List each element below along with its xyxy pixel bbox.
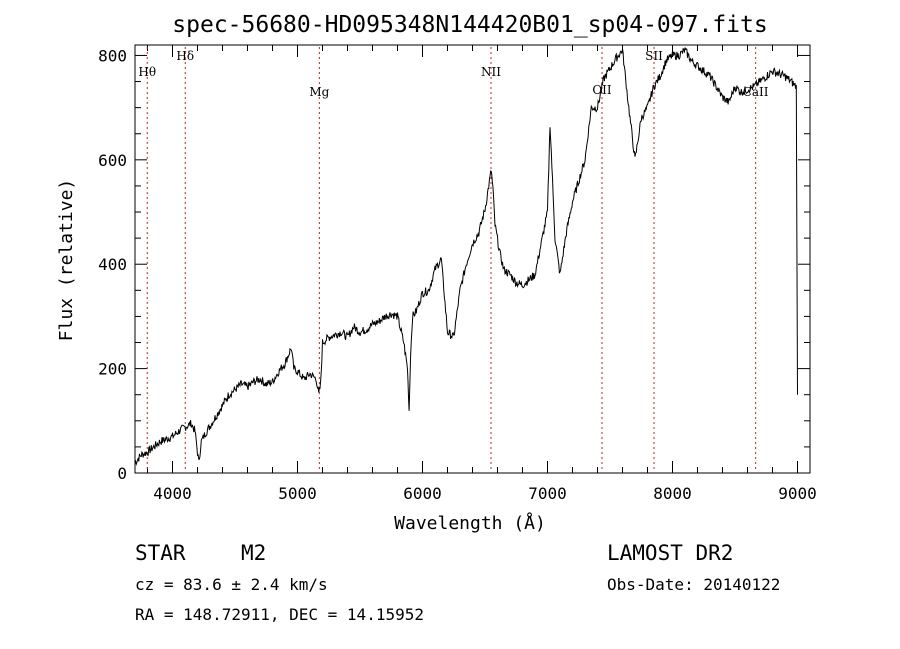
object-subclass: M2 <box>241 541 266 565</box>
x-tick-label: 4000 <box>153 484 192 503</box>
y-tick-label: 0 <box>117 464 127 483</box>
line-label: Mg <box>309 85 329 99</box>
line-label: CaII <box>743 85 769 99</box>
y-tick-label: 800 <box>98 46 127 65</box>
spectrum-line <box>134 47 798 467</box>
coords-text: RA = 148.72911, DEC = 14.15952 <box>135 605 424 624</box>
x-tick-label: 5000 <box>278 484 317 503</box>
spectral-line-markers: Hθ Hδ Mg NII OII SII CaII <box>138 47 769 471</box>
x-axis-label: Wavelength (Å) <box>394 512 546 534</box>
x-tick-label: 6000 <box>403 484 442 503</box>
x-tick-label: 9000 <box>778 484 817 503</box>
y-tick-label: 600 <box>98 151 127 170</box>
line-label: Hθ <box>138 65 156 79</box>
line-label: Hδ <box>176 49 194 63</box>
line-label: NII <box>481 65 501 79</box>
survey-name: LAMOST DR2 <box>607 541 733 565</box>
obs-date-text: Obs-Date: 20140122 <box>607 575 780 594</box>
redshift-text: cz = 83.6 ± 2.4 km/s <box>135 575 328 594</box>
x-tick-label: 8000 <box>653 484 692 503</box>
line-label: SII <box>645 49 663 63</box>
y-tick-label: 200 <box>98 360 127 379</box>
y-tick-label: 400 <box>98 255 127 274</box>
spectrum-series <box>134 47 798 467</box>
x-tick-label: 7000 <box>528 484 567 503</box>
axis-ticks: 4000 5000 6000 7000 8000 9000 0 200 400 600 800 <box>98 45 817 503</box>
object-class: STAR <box>135 541 186 565</box>
line-label: OII <box>592 83 612 97</box>
chart-title: spec-56680-HD095348N144420B01_sp04-097.f… <box>172 12 767 38</box>
y-axis-label: Flux (relative) <box>56 179 77 342</box>
